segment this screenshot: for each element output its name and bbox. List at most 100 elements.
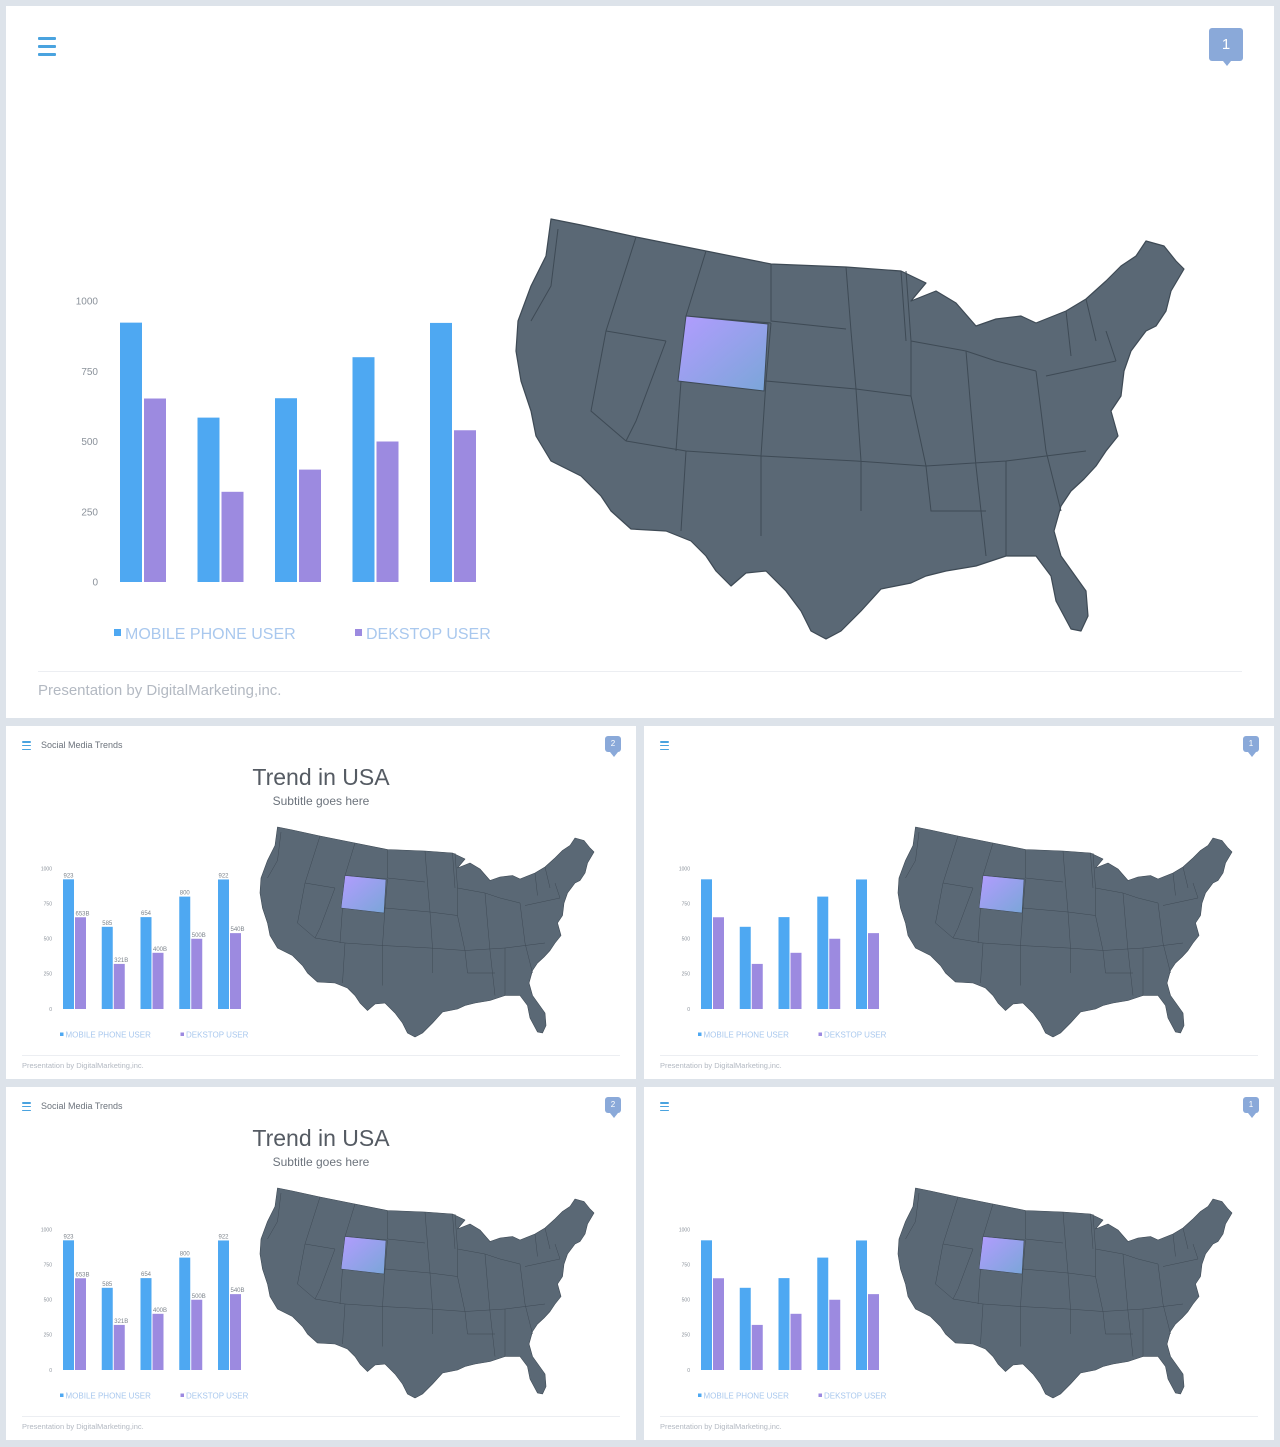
bar-value-label: 585	[102, 921, 113, 927]
desktop-bar	[152, 952, 164, 1009]
mobile-bar	[856, 879, 867, 1009]
footer-text: Presentation by DigitalMarketing,inc.	[660, 1061, 782, 1070]
y-tick-label: 1000	[76, 297, 99, 308]
menu-icon[interactable]	[660, 741, 669, 750]
bar-value-label: 800	[180, 891, 191, 897]
mobile-bar	[778, 1278, 790, 1370]
menu-icon[interactable]	[22, 1102, 31, 1111]
legend-label: DEKSTOP USER	[186, 1392, 249, 1401]
mobile-bar	[140, 917, 152, 1009]
thumbnail-slide-3[interactable]: 1 0 250 500 750 1000 MOBILE PHONE USER DEKSTOP …	[644, 726, 1274, 1079]
usa-map	[515, 218, 1185, 640]
desktop-bar	[713, 917, 724, 1009]
legend-label: MOBILE PHONE USER	[704, 1392, 790, 1401]
bar-value-label: 653B	[76, 911, 90, 917]
desktop-bar	[751, 963, 763, 1009]
mobile-bar	[856, 1240, 867, 1370]
mobile-bar	[120, 322, 142, 582]
page-number-badge: 2	[605, 1097, 621, 1118]
legend-swatch	[114, 629, 121, 636]
legend-label: MOBILE PHONE USER	[125, 626, 296, 643]
mobile-bar	[101, 1287, 113, 1370]
bar-chart: 0 250 500 750 1000 MOBILE PHONE USER DEKSTOP U…	[679, 866, 887, 1040]
bar-value-label: 654	[141, 1272, 152, 1278]
y-tick-label: 1000	[679, 1227, 690, 1233]
menu-icon[interactable]	[22, 741, 31, 750]
legend-swatch	[818, 1393, 822, 1397]
bar-value-label: 922	[219, 1234, 230, 1240]
page-number-badge: 1	[1243, 1097, 1259, 1118]
bar-value-label: 585	[102, 1282, 113, 1288]
mobile-bar	[739, 1287, 751, 1370]
bar-value-label: 923	[64, 873, 75, 879]
y-tick-label: 750	[682, 901, 691, 907]
main-slide: 1 0 250 500 750 1000 MOBILE PHONE USER DEKSTOP…	[6, 6, 1274, 718]
legend-label: DEKSTOP USER	[186, 1031, 249, 1040]
mobile-bar	[63, 879, 74, 1009]
slide-subtitle: Subtitle goes here	[272, 1155, 370, 1169]
mobile-bar	[218, 1240, 229, 1370]
legend-label: MOBILE PHONE USER	[704, 1031, 790, 1040]
y-tick-label: 0	[92, 578, 98, 589]
mobile-bar	[430, 322, 452, 582]
legend-swatch	[698, 1032, 702, 1036]
mobile-bar	[778, 917, 790, 1009]
y-tick-label: 500	[44, 937, 53, 943]
thumbnail-slide-2[interactable]: 2 Social Media Trends Trend in USA Subtitle…	[6, 726, 636, 1079]
bar-value-label: 540B	[231, 1288, 245, 1294]
bar-value-label: 540B	[231, 927, 245, 933]
thumbnail-slide-5[interactable]: 1 0 250 500 750 1000 MOBILE PHONE USER DEKSTOP …	[644, 1087, 1274, 1440]
bar-value-label: 321B	[114, 958, 128, 964]
y-tick-label: 0	[687, 1368, 690, 1374]
mobile-bar	[817, 896, 829, 1009]
y-tick-label: 0	[687, 1007, 690, 1013]
thumbnail-slide-4[interactable]: 2 Social Media Trends Trend in USA Subtitle…	[6, 1087, 636, 1440]
mobile-bar	[701, 879, 712, 1009]
page-number-badge: 2	[605, 736, 621, 757]
y-tick-label: 250	[44, 1333, 53, 1339]
usa-map	[259, 1187, 595, 1399]
desktop-bar	[829, 938, 841, 1009]
y-tick-label: 750	[81, 367, 98, 378]
y-tick-label: 0	[49, 1368, 52, 1374]
desktop-bar	[230, 1294, 241, 1370]
bar-chart: 0 250 500 750 1000 MOBILE PHONE USER DEKSTOP U…	[679, 1227, 887, 1401]
mobile-bar	[197, 417, 220, 582]
menu-icon[interactable]	[38, 37, 56, 56]
footer-text: Presentation by DigitalMarketing,inc.	[38, 682, 282, 699]
mobile-bar	[63, 1240, 74, 1370]
menu-icon[interactable]	[660, 1102, 669, 1111]
bar-value-label: 500B	[192, 933, 206, 939]
bar-chart: 0 250 500 750 1000 MOBILE PHONE USER DEKSTOP U…	[76, 297, 491, 644]
legend-label: MOBILE PHONE USER	[66, 1392, 152, 1401]
page-number-badge: 1	[1243, 736, 1259, 757]
bar-value-label: 400B	[153, 1308, 167, 1314]
page-number-badge: 1	[1209, 28, 1243, 66]
desktop-bar	[790, 952, 802, 1009]
y-tick-label: 250	[44, 972, 53, 978]
y-tick-label: 500	[81, 437, 98, 448]
bar-chart: 0 250 500 750 1000 923 585 654 800 922 653B 321B 400…	[41, 1227, 249, 1401]
bar-value-label: 400B	[153, 947, 167, 953]
desktop-bar	[144, 398, 166, 582]
mobile-bar	[218, 879, 229, 1009]
bar-value-label: 922	[219, 873, 230, 879]
desktop-bar	[230, 933, 241, 1009]
desktop-bar	[221, 491, 244, 582]
mobile-bar	[179, 1257, 191, 1370]
desktop-bar	[299, 469, 321, 582]
mobile-bar	[275, 398, 297, 582]
mobile-bar	[101, 926, 113, 1009]
bar-chart: 0 250 500 750 1000 923 585 654 800 922 653B 321B 400…	[41, 866, 249, 1040]
slide-label: Social Media Trends	[41, 1101, 123, 1111]
footer-text: Presentation by DigitalMarketing,inc.	[22, 1061, 144, 1070]
legend-swatch	[180, 1032, 184, 1036]
desktop-bar	[75, 1278, 86, 1370]
slide-label: Social Media Trends	[41, 740, 123, 750]
desktop-bar	[868, 933, 879, 1009]
desktop-bar	[191, 1299, 203, 1370]
legend-swatch	[818, 1032, 822, 1036]
mobile-bar	[179, 896, 191, 1009]
slide-subtitle: Subtitle goes here	[272, 794, 370, 808]
y-tick-label: 500	[44, 1298, 53, 1304]
